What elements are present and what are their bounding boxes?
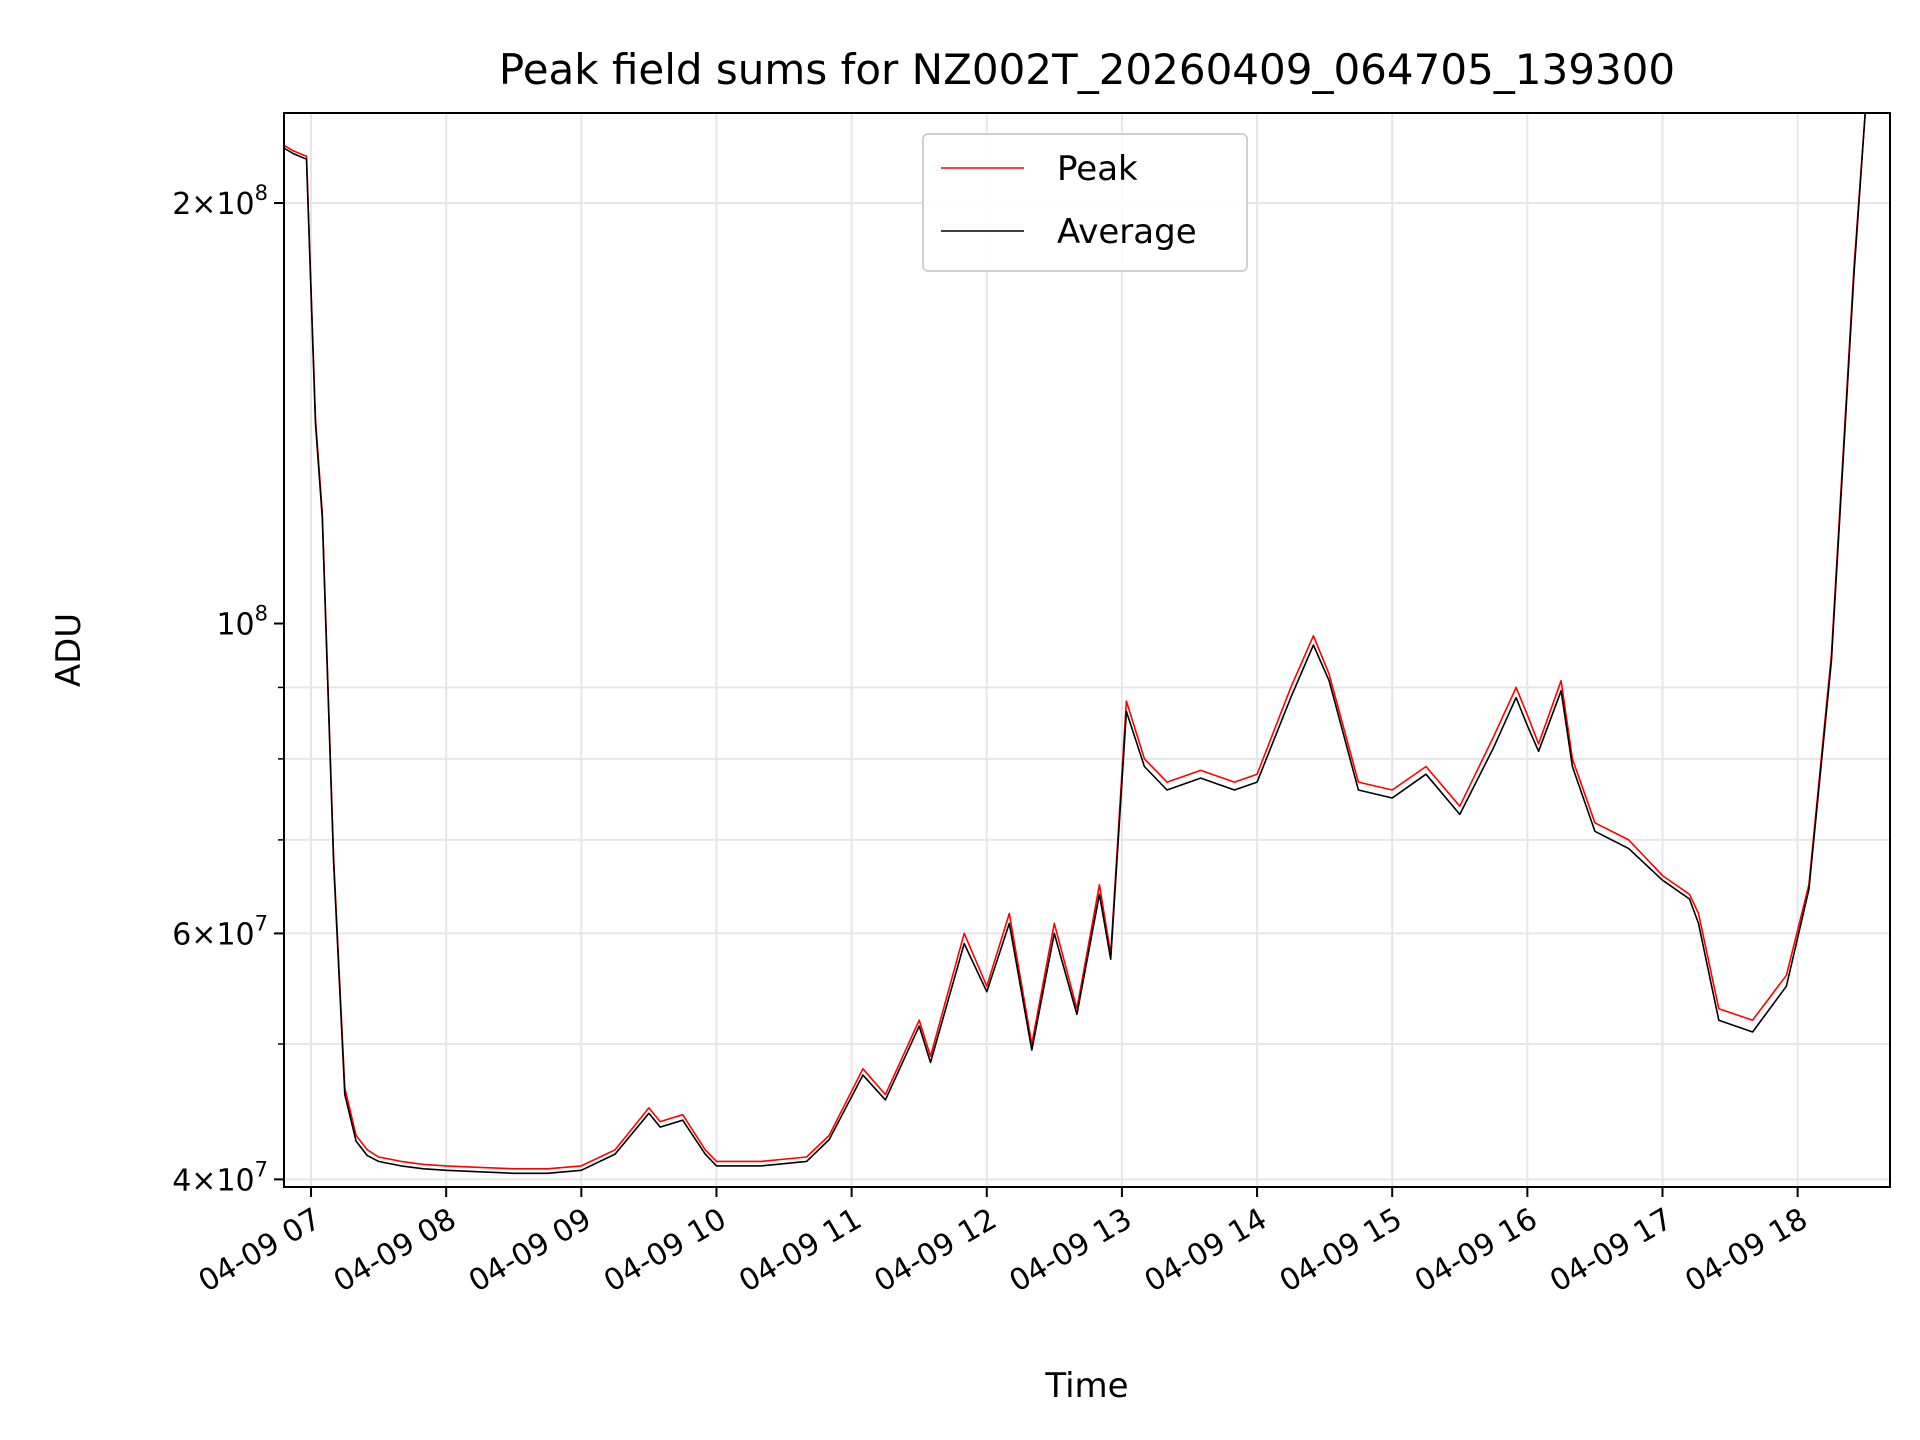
plot-frame <box>283 112 1891 1188</box>
y-tick-label: 6×107 <box>172 911 268 952</box>
legend: Peak Average <box>922 133 1248 272</box>
legend-label-average: Average <box>1057 212 1197 252</box>
y-tick-label: 4×107 <box>172 1157 268 1198</box>
chart-title: Peak field sums for NZ002T_20260409_0647… <box>499 45 1675 94</box>
y-axis-title: ADU <box>49 613 89 687</box>
y-tick-label: 2×108 <box>172 181 268 222</box>
legend-label-peak: Peak <box>1057 149 1138 189</box>
y-tick-label: 108 <box>216 602 268 643</box>
y-axis: 4×107 6×107 108 2×108 <box>172 181 284 1198</box>
series-line-peak <box>283 112 1890 1170</box>
series-layer <box>283 112 1890 1175</box>
grid <box>284 113 1890 1187</box>
series-line-average <box>283 112 1890 1175</box>
x-axis-title: Time <box>1044 1366 1128 1406</box>
